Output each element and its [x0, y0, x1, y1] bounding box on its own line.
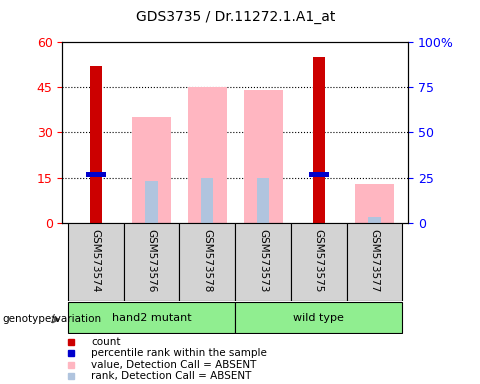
Bar	[68, 302, 235, 333]
Text: GSM573578: GSM573578	[203, 229, 212, 292]
Text: hand2 mutant: hand2 mutant	[112, 313, 192, 323]
Bar	[235, 302, 402, 333]
Bar	[243, 90, 283, 223]
Bar	[124, 223, 180, 301]
Bar	[355, 184, 394, 223]
Text: GSM573576: GSM573576	[146, 229, 156, 292]
Bar	[145, 180, 158, 223]
Text: value, Detection Call = ABSENT: value, Detection Call = ABSENT	[91, 360, 256, 370]
Bar	[180, 223, 235, 301]
Bar	[68, 223, 124, 301]
Bar	[86, 172, 106, 177]
Bar	[188, 88, 227, 223]
Bar	[132, 118, 171, 223]
Bar	[90, 66, 102, 223]
Text: genotype/variation: genotype/variation	[2, 314, 102, 324]
Bar	[291, 223, 347, 301]
Text: GSM573577: GSM573577	[370, 229, 380, 292]
Text: GSM573575: GSM573575	[314, 229, 324, 292]
Bar	[312, 57, 325, 223]
Bar	[347, 223, 402, 301]
Text: GSM573573: GSM573573	[258, 229, 268, 292]
Bar	[309, 172, 329, 177]
Bar	[369, 217, 381, 223]
Text: percentile rank within the sample: percentile rank within the sample	[91, 348, 267, 358]
Bar	[235, 223, 291, 301]
Text: GDS3735 / Dr.11272.1.A1_at: GDS3735 / Dr.11272.1.A1_at	[135, 10, 335, 23]
Text: wild type: wild type	[293, 313, 344, 323]
Bar	[201, 177, 214, 223]
Text: count: count	[91, 337, 120, 347]
Bar	[257, 177, 269, 223]
Text: rank, Detection Call = ABSENT: rank, Detection Call = ABSENT	[91, 371, 252, 381]
Text: GSM573574: GSM573574	[91, 229, 101, 292]
